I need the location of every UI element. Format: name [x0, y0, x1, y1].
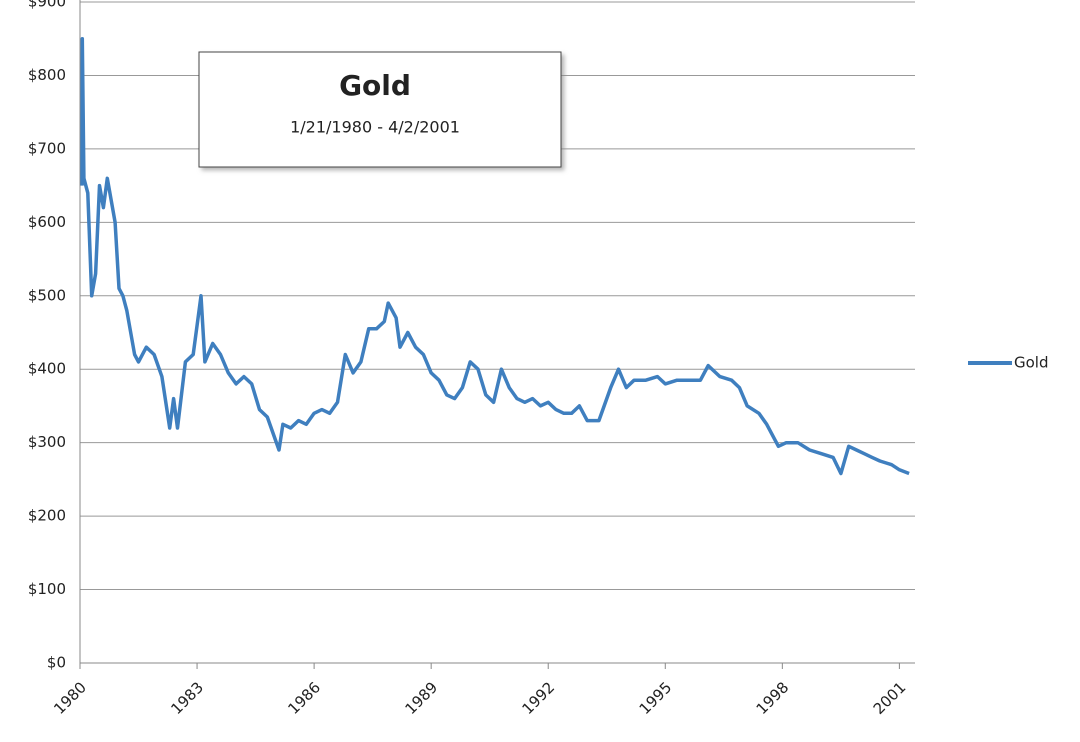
plot — [80, 36, 910, 476]
line-series — [80, 36, 910, 476]
x-tick-label: 1992 — [519, 678, 559, 718]
x-tick-label: 2001 — [870, 678, 910, 718]
y-tick-label: $0 — [47, 654, 66, 672]
y-tick-label: $200 — [28, 507, 66, 525]
y-tick-label: $500 — [28, 286, 66, 304]
x-tick-label: 1995 — [636, 678, 676, 718]
chart-subtitle: 1/21/1980 - 4/2/2001 — [290, 118, 460, 137]
chart-title: Gold — [339, 69, 411, 102]
x-tick-label: 1998 — [753, 678, 793, 718]
y-tick-label: $800 — [28, 66, 66, 84]
x-tick-label: 1986 — [284, 678, 324, 718]
y-tick-label: $300 — [28, 433, 66, 451]
legend-label: Gold — [1014, 354, 1049, 372]
x-tick-label: 1980 — [50, 678, 90, 718]
y-tick-label: $400 — [28, 360, 66, 378]
title-box — [198, 51, 562, 168]
y-tick-label: $600 — [28, 213, 66, 231]
x-tick-label: 1983 — [167, 678, 207, 718]
y-tick-label: $700 — [28, 139, 66, 157]
y-tick-label: $100 — [28, 580, 66, 598]
x-tick-label: 1989 — [401, 678, 441, 718]
y-tick-label: $900 — [28, 0, 66, 11]
